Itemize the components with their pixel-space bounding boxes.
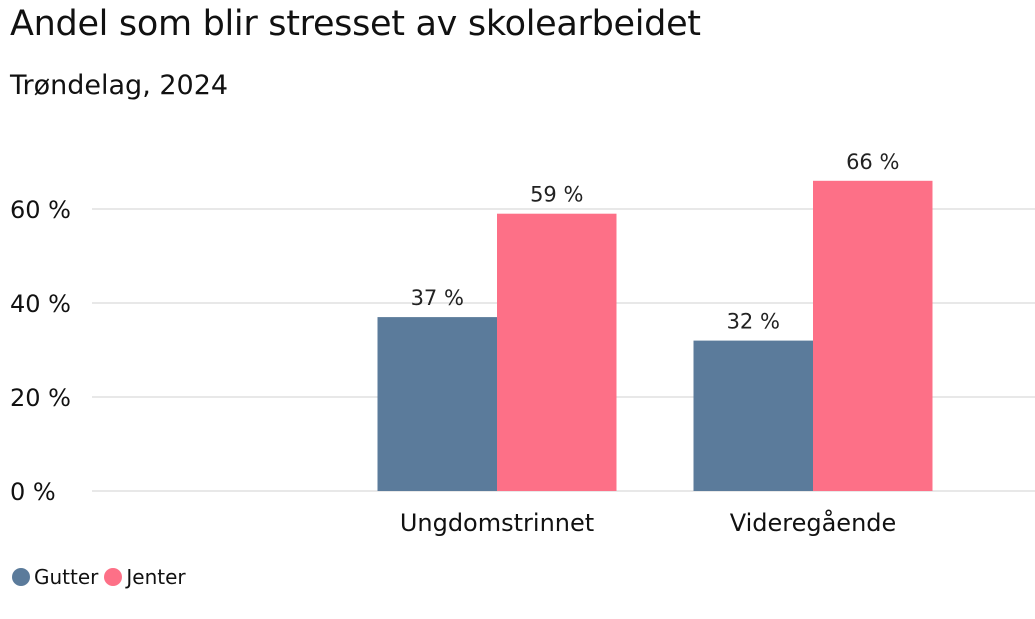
legend-item-gutter[interactable]: Gutter [12,565,98,589]
x-tick-label: Ungdomstrinnet [400,509,594,537]
y-tick-label: 0 % [10,478,56,506]
bar-gutter [377,317,497,491]
y-tick-label: 20 % [10,384,71,412]
bar-jenter [497,213,617,491]
data-label: 37 % [411,286,464,310]
chart-title: Andel som blir stresset av skolearbeidet [10,4,701,44]
legend-marker-jenter [104,568,123,586]
legend-marker-gutter [12,568,30,586]
data-label: 66 % [846,150,899,174]
legend: Gutter Jenter [12,565,192,589]
legend-label-gutter: Gutter [34,565,99,589]
bar-jenter [813,180,933,492]
x-tick-label: Videregående [730,508,897,537]
legend-item-jenter[interactable]: Jenter [104,565,186,589]
data-label: 32 % [727,310,780,334]
legend-label-jenter: Jenter [126,565,186,589]
chart-subtitle: Trøndelag, 2024 [10,70,229,101]
y-tick-label: 40 % [10,290,71,318]
y-tick-label: 60 % [10,196,71,224]
data-label: 59 % [530,183,583,207]
bar-gutter [693,340,813,491]
